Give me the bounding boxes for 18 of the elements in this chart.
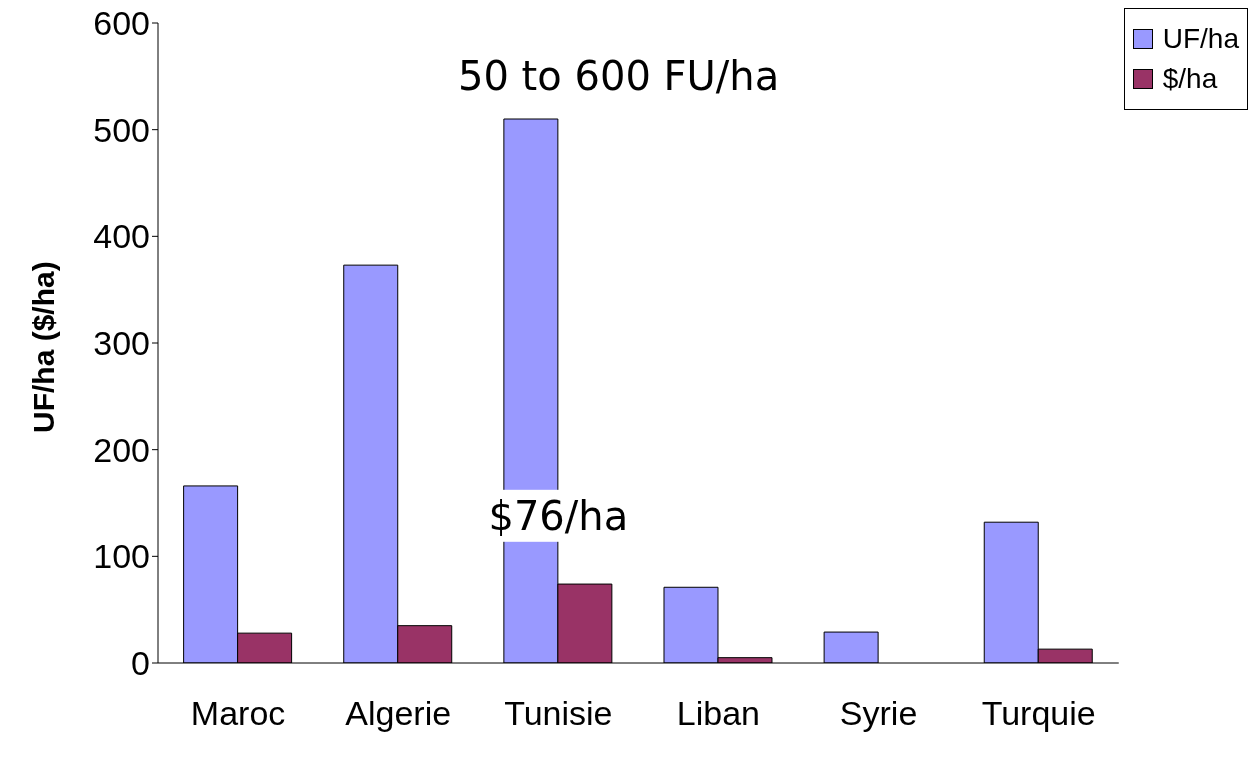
- legend-label: UF/ha: [1162, 23, 1239, 55]
- x-tick-label: Tunisie: [504, 694, 613, 733]
- annotation: $76/ha: [488, 492, 629, 539]
- y-tick-label: 300: [93, 324, 150, 363]
- x-tick-label: Maroc: [190, 694, 286, 733]
- x-tick-label: Algerie: [345, 694, 452, 733]
- y-tick-label: 600: [93, 4, 150, 43]
- x-tick-label: Turquie: [981, 694, 1096, 733]
- y-tick-label: 200: [93, 430, 150, 469]
- y-tick-label: 500: [93, 110, 150, 149]
- x-tick-label: Liban: [676, 694, 761, 733]
- x-tick-label: Syrie: [839, 694, 918, 733]
- y-tick-label: 0: [131, 644, 150, 683]
- y-tick-label: 100: [93, 537, 150, 576]
- y-tick-label: 400: [93, 217, 150, 256]
- y-axis-title: UF/ha ($/ha): [26, 261, 60, 433]
- annotation: 50 to 600 FU/ha: [458, 53, 780, 99]
- legend-label: $/ha: [1162, 63, 1218, 95]
